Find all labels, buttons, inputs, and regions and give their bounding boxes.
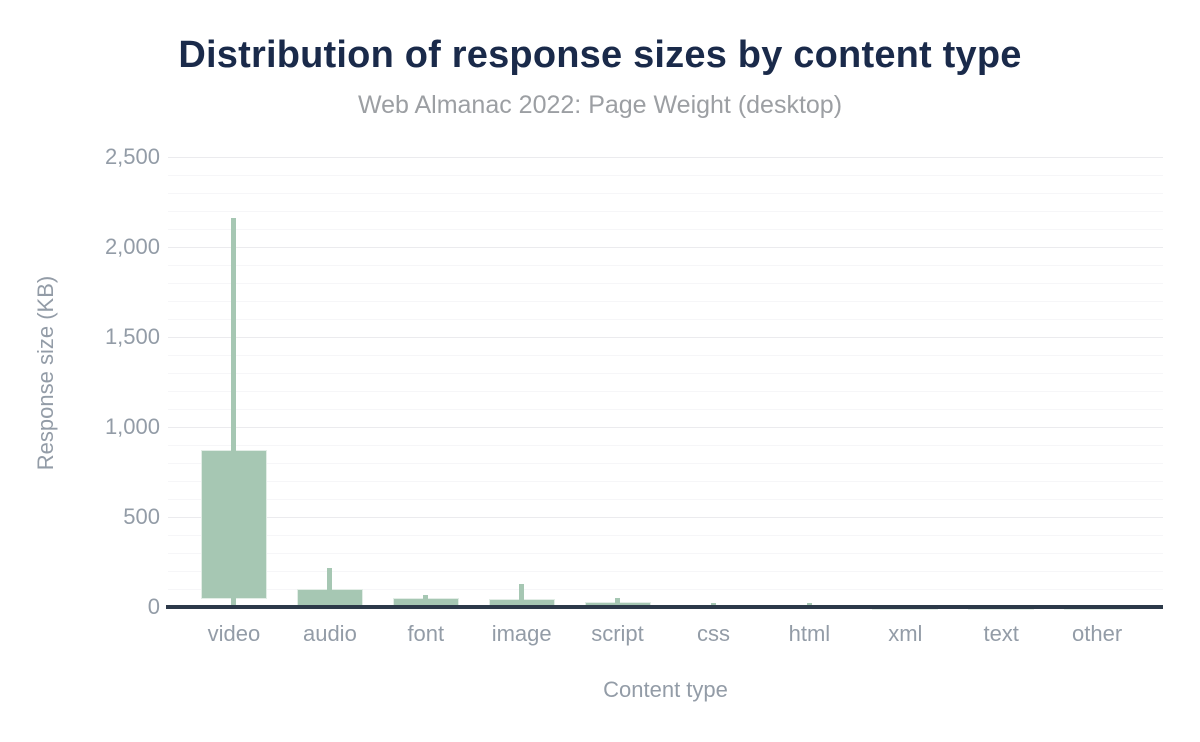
major-gridline [168, 337, 1163, 338]
minor-gridline [168, 445, 1163, 446]
minor-gridline [168, 301, 1163, 302]
minor-gridline [168, 391, 1163, 392]
major-gridline [168, 517, 1163, 518]
x-tick-label-text: text [983, 621, 1019, 646]
minor-gridline [168, 319, 1163, 320]
minor-gridline [168, 571, 1163, 572]
x-tick-label-video: video [207, 621, 261, 646]
x-tick-label-html: html [788, 621, 831, 646]
minor-gridline [168, 535, 1163, 536]
minor-gridline [168, 373, 1163, 374]
x-tick-label-image: image [491, 621, 552, 646]
x-axis-line [166, 605, 1163, 609]
x-tick-label-audio: audio [302, 621, 357, 646]
whisker-font [423, 595, 429, 607]
y-tick-label: 2,500 [104, 144, 160, 169]
minor-gridline [168, 553, 1163, 554]
x-tick-label-xml: xml [888, 621, 923, 646]
whisker-script [615, 597, 620, 607]
whisker-video [231, 218, 237, 607]
x-tick-label-script: script [591, 621, 644, 646]
major-gridline [168, 157, 1163, 158]
chart-title: Distribution of response sizes by conten… [178, 34, 1022, 76]
x-tick-label-other: other [1072, 621, 1123, 646]
whisker-css [711, 602, 716, 607]
whisker-audio [327, 567, 333, 607]
minor-gridline [168, 283, 1163, 284]
minor-gridline [168, 409, 1163, 410]
minor-gridline [168, 229, 1163, 230]
y-tick-label: 500 [123, 504, 160, 529]
minor-gridline [168, 211, 1163, 212]
x-axis-title: Content type [603, 677, 728, 702]
major-gridline [168, 427, 1163, 428]
whisker-image [519, 584, 525, 607]
x-tick-label-css: css [697, 621, 730, 646]
y-tick-label: 0 [147, 594, 160, 619]
chart-subtitle: Web Almanac 2022: Page Weight (desktop) [357, 91, 843, 119]
minor-gridline [168, 481, 1163, 482]
minor-gridline [168, 193, 1163, 194]
major-gridline [168, 247, 1163, 248]
y-tick-label: 1,500 [104, 324, 160, 349]
y-tick-label: 1,000 [104, 414, 160, 439]
minor-gridline [168, 175, 1163, 176]
minor-gridline [168, 265, 1163, 266]
minor-gridline [168, 499, 1163, 500]
minor-gridline [168, 463, 1163, 464]
minor-gridline [168, 355, 1163, 356]
y-tick-label: 2,000 [104, 234, 160, 259]
x-tick-label-font: font [407, 621, 445, 646]
minor-gridline [168, 589, 1163, 590]
